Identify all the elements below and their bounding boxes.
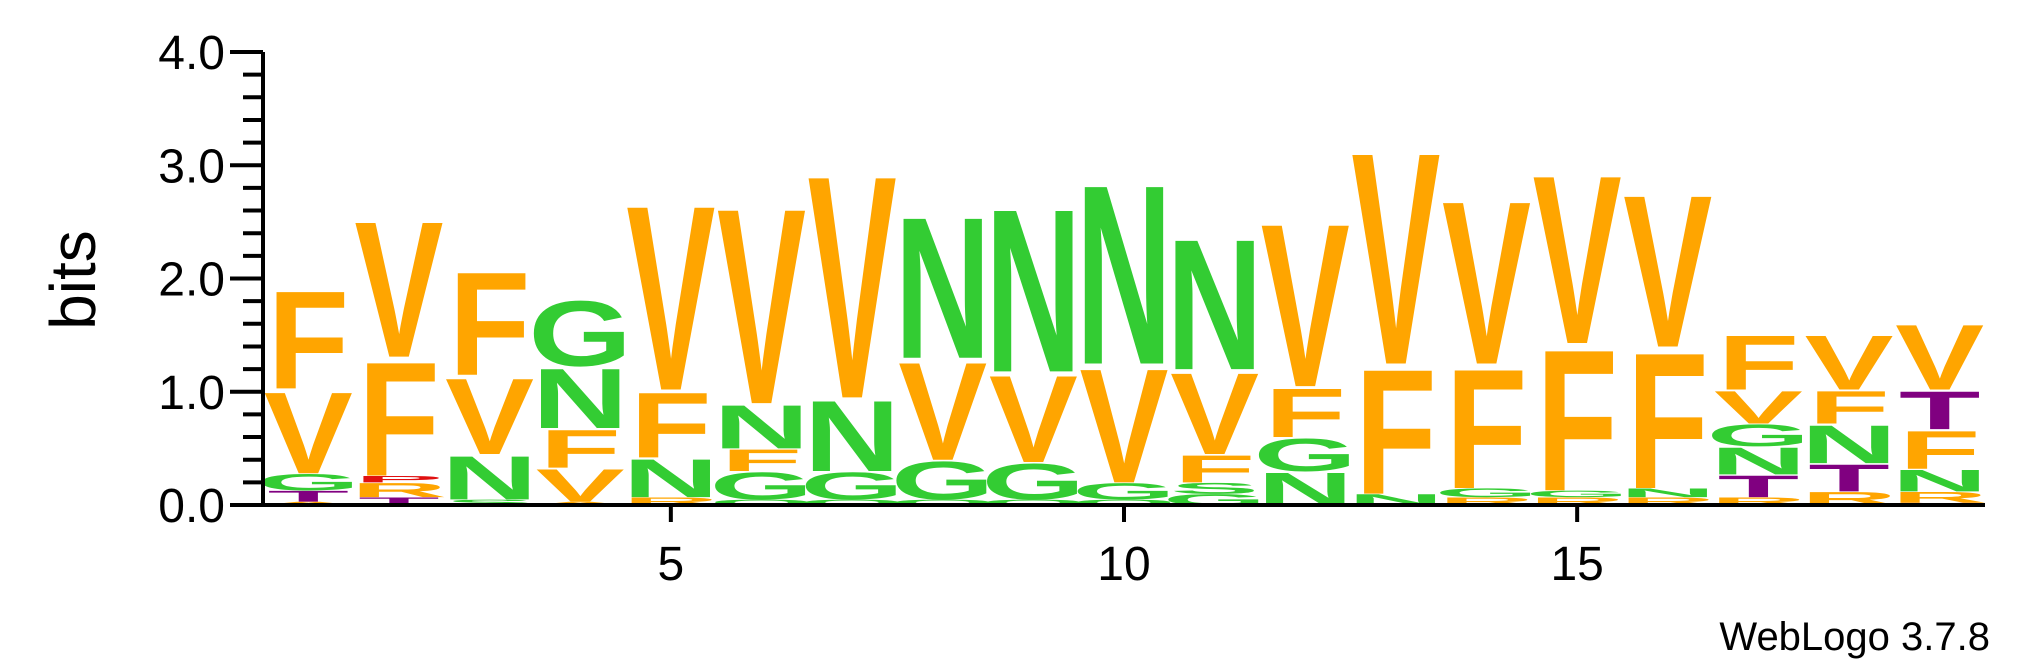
logo-letter-v: V xyxy=(1895,306,1984,410)
logo-letter-v: V xyxy=(626,152,715,446)
logo-letter-q: Q xyxy=(891,498,995,507)
logo-letter-v: V xyxy=(1170,349,1259,479)
logo-letter-v: V xyxy=(355,182,444,399)
y-ticks: 0.0 1.0 2.0 3.0 4.0 xyxy=(158,27,263,533)
logo-letter-n: N xyxy=(1710,439,1806,483)
logo-letter-t: T xyxy=(268,488,349,505)
weblogo-credit: WebLogo 3.7.8 xyxy=(1719,615,1990,659)
x-ticks: 5 10 15 xyxy=(657,505,1604,591)
logo-letter-s: S xyxy=(1170,480,1259,497)
logo-letter-n: N xyxy=(895,176,991,401)
logo-letter-n: N xyxy=(1801,414,1897,475)
logo-letter-n: N xyxy=(804,380,900,493)
y-tick-label: 3.0 xyxy=(158,140,225,193)
logo-letter-f: F xyxy=(721,443,802,478)
logo-letter-n: N xyxy=(532,351,628,446)
logo-letter-f: F xyxy=(268,261,349,418)
logo-letter-f: F xyxy=(1355,333,1436,532)
logo-letter-g: G xyxy=(1525,489,1629,499)
logo-letter-v: V xyxy=(808,109,897,465)
logo-letter-n: N xyxy=(441,444,537,513)
logo-letter-v: V xyxy=(1533,127,1622,395)
logo-letter-v: V xyxy=(445,356,534,478)
logo-letter-v: V xyxy=(1623,151,1712,393)
y-tick-label: 2.0 xyxy=(158,254,225,307)
logo-letter-q: Q xyxy=(800,498,904,507)
logo-letter-f: F xyxy=(1899,420,1980,481)
logo-letter-n: N xyxy=(713,393,809,462)
logo-letter-v: V xyxy=(717,152,806,463)
logo-letter-f: F xyxy=(1265,374,1346,452)
y-tick-label: 0.0 xyxy=(158,480,225,533)
logo-letter-v: V xyxy=(1714,382,1803,434)
axes: 0.0 1.0 2.0 3.0 4.0 5 10 15 xyxy=(158,27,1985,591)
x-tick-label: 10 xyxy=(1097,538,1150,591)
logo-letter-f: F xyxy=(1627,313,1708,530)
logo-letter-n: N xyxy=(1076,133,1172,419)
y-tick-label: 1.0 xyxy=(158,367,225,420)
logo-letter-t: T xyxy=(1808,456,1889,500)
logo-letter-v: V xyxy=(989,350,1078,489)
logo-letter-g: G xyxy=(528,282,632,386)
logo-letters: ATGVFTRPFVSNVFAVFNGRNFVQGFNVQGNVQGVNQGVN… xyxy=(256,89,1987,534)
logo-letter-p: P xyxy=(354,474,443,484)
logo-letter-v: V xyxy=(1080,335,1169,518)
logo-letter-f: F xyxy=(1808,382,1889,434)
logo-letter-q: Q xyxy=(710,498,814,507)
logo-letter-q: Q xyxy=(1072,498,1176,507)
logo-letter-n: N xyxy=(1620,486,1716,500)
x-tick-label: 15 xyxy=(1550,538,1603,591)
logo-letter-g: G xyxy=(710,464,814,508)
logo-letter-n: N xyxy=(623,448,719,509)
logo-letter-g: G xyxy=(800,464,904,508)
logo-letter-f: F xyxy=(630,374,711,478)
y-axis-label: bits xyxy=(37,230,109,330)
logo-letter-t: T xyxy=(1718,469,1799,504)
logo-letter-f: F xyxy=(1174,447,1255,491)
logo-letter-f: F xyxy=(540,418,621,479)
logo-letter-f: F xyxy=(1536,309,1617,534)
logo-letter-f: F xyxy=(1718,320,1799,407)
logo-letter-n: N xyxy=(1167,201,1263,409)
logo-letter-f: F xyxy=(1446,334,1527,525)
logo-letter-t: T xyxy=(1899,380,1980,441)
logo-letter-v: V xyxy=(1351,89,1440,428)
logo-letter-r: R xyxy=(351,479,447,501)
logo-letter-n: N xyxy=(1892,463,1988,498)
x-tick-label: 5 xyxy=(657,538,684,591)
logo-letter-g: G xyxy=(1707,418,1811,453)
logo-letter-g: G xyxy=(1435,486,1539,500)
logo-letter-f: F xyxy=(358,328,439,511)
logo-letter-r: R xyxy=(1892,489,1988,506)
logo-letter-g: G xyxy=(891,450,995,511)
logo-letter-g: G xyxy=(1253,429,1357,481)
logo-letter-v: V xyxy=(1442,154,1531,414)
logo-letter-v: V xyxy=(1805,320,1894,407)
logo-letter-g: G xyxy=(256,469,360,495)
logo-letter-g: G xyxy=(1072,478,1176,504)
logo-letter-f: F xyxy=(449,241,530,406)
logo-letter-g: G xyxy=(982,454,1086,511)
logo-letter-v: V xyxy=(898,333,987,490)
logo-letter-v: V xyxy=(264,368,353,498)
logo-letter-n: N xyxy=(985,161,1081,421)
y-tick-label: 4.0 xyxy=(158,27,225,80)
logo-letter-s: S xyxy=(445,498,534,507)
logo-letter-v: V xyxy=(1261,176,1350,436)
logo-letter-q: Q xyxy=(982,498,1086,507)
